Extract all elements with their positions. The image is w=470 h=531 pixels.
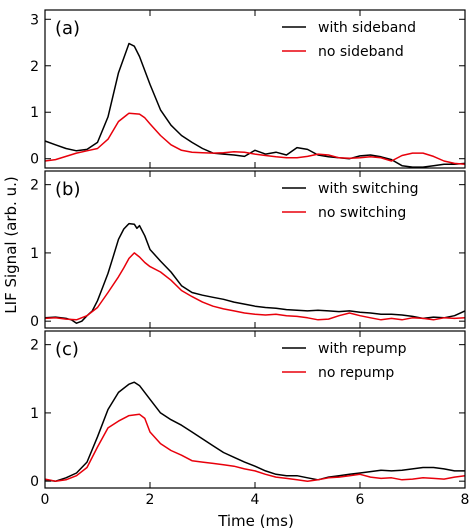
x-tick-label: 4 <box>251 492 260 508</box>
x-axis-label: Time (ms) <box>217 512 294 530</box>
y-axis-label: LIF Signal (arb. u.) <box>2 176 20 313</box>
series-line-2 <box>44 112 466 166</box>
x-tick-label: 2 <box>146 492 155 508</box>
y-tick-label: 2 <box>30 59 39 75</box>
x-tick-label: 6 <box>356 492 365 508</box>
y-tick-label: 0 <box>30 314 39 330</box>
panel-label: (b) <box>55 179 80 200</box>
y-tick-label: 1 <box>30 105 39 121</box>
y-tick-label: 1 <box>30 406 39 422</box>
legend-label-1: with sideband <box>318 20 416 36</box>
legend-label-2: no sideband <box>318 44 404 60</box>
x-tick-label: 0 <box>41 492 50 508</box>
y-tick-label: 0 <box>30 474 39 490</box>
panel-b: 0 1 2 (b) with switching no switching <box>30 170 466 330</box>
panel-a: 0 1 2 3 (a) with sideband no sideband <box>30 9 466 169</box>
y-tick-label: 1 <box>30 246 39 262</box>
panels: 0 1 2 3 (a) with sideband no sideband 0 1 2 (b) wit… <box>30 9 470 508</box>
panel-c: 0 1 2 0 2 4 6 8 (c) with repump no repump <box>30 330 470 508</box>
panel-label: (a) <box>55 18 80 39</box>
y-tick-label: 0 <box>30 152 39 168</box>
series-line-1 <box>44 222 466 324</box>
y-tick-label: 3 <box>30 12 39 28</box>
legend-label-2: no switching <box>318 205 406 221</box>
legend-label-1: with switching <box>318 181 419 197</box>
series-line-1 <box>44 42 466 168</box>
series-line-2 <box>44 413 466 482</box>
y-tick-label: 2 <box>30 178 39 194</box>
y-tick-label: 2 <box>30 338 39 354</box>
panel-label: (c) <box>55 339 79 360</box>
legend-label-2: no repump <box>318 365 394 381</box>
series-line-2 <box>44 252 466 321</box>
series-line-1 <box>44 381 465 482</box>
legend-label-1: with repump <box>318 341 407 357</box>
x-tick-label: 8 <box>461 492 470 508</box>
